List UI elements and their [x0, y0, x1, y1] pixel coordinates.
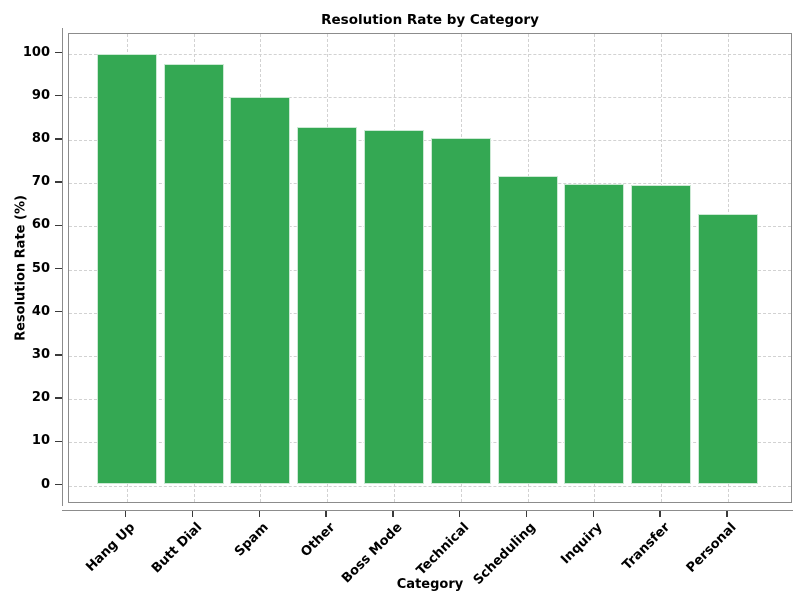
x-tick-label-other: Other: [298, 520, 339, 561]
x-tick-label-personal: Personal: [683, 520, 740, 576]
x-tick-label-transfer: Transfer: [619, 520, 673, 574]
y-axis-line: [62, 28, 63, 506]
y-tick-10: [55, 440, 62, 442]
x-axis-line: [62, 510, 793, 511]
y-tick-label-20: 20: [31, 390, 50, 406]
y-tick-label-60: 60: [31, 217, 50, 233]
bar-butt-dial: [163, 63, 224, 484]
gridline-horizontal-50: [69, 269, 791, 271]
bar-technical: [430, 137, 491, 484]
x-tick-transfer: [659, 511, 661, 517]
y-tick-label-90: 90: [31, 87, 50, 103]
y-tick-label-70: 70: [31, 174, 50, 190]
chart-title: Resolution Rate by Category: [321, 12, 539, 28]
gridline-horizontal-60: [69, 226, 791, 228]
x-tick-label-butt-dial: Butt Dial: [148, 520, 206, 577]
gridline-horizontal-10: [69, 442, 791, 444]
y-tick-label-0: 0: [40, 476, 50, 492]
x-tick-butt-dial: [191, 511, 194, 517]
y-tick-label-40: 40: [31, 303, 50, 319]
x-tick-label-spam: Spam: [232, 520, 272, 560]
y-tick-20: [55, 397, 62, 399]
x-tick-other: [325, 511, 327, 517]
gridline-horizontal-30: [69, 355, 791, 357]
x-tick-label-inquiry: Inquiry: [558, 520, 606, 568]
gridline-horizontal-20: [69, 399, 791, 401]
y-tick-label-50: 50: [31, 260, 50, 276]
gridline-horizontal-0: [69, 485, 791, 487]
gridline-horizontal-70: [69, 183, 791, 185]
y-tick-40: [55, 311, 62, 313]
x-tick-scheduling: [525, 511, 528, 517]
y-tick-30: [55, 354, 62, 356]
x-tick-personal: [726, 511, 728, 517]
x-axis-label: Category: [396, 577, 464, 592]
x-tick-inquiry: [592, 511, 594, 517]
x-tick-spam: [258, 511, 260, 517]
y-tick-70: [55, 181, 62, 183]
y-tick-label-80: 80: [31, 130, 50, 146]
x-tick-hang-up: [125, 511, 127, 517]
y-tick-label-10: 10: [31, 433, 50, 449]
y-tick-80: [55, 138, 62, 140]
plot-area: [68, 33, 792, 503]
x-tick-label-technical: Technical: [413, 520, 473, 579]
y-tick-label-30: 30: [31, 346, 50, 362]
gridline-horizontal-40: [69, 312, 791, 314]
bar-other: [297, 127, 358, 484]
bar-hang-up: [96, 53, 157, 484]
bar-personal: [697, 214, 758, 484]
bar-boss-mode: [363, 130, 424, 484]
bar-transfer: [631, 185, 692, 484]
y-tick-90: [55, 95, 62, 97]
y-tick-0: [55, 483, 62, 486]
bar-inquiry: [564, 183, 625, 484]
gridline-horizontal-90: [69, 96, 791, 98]
y-tick-60: [55, 224, 62, 226]
x-tick-technical: [459, 511, 461, 517]
x-tick-boss-mode: [392, 511, 394, 517]
x-tick-label-hang-up: Hang Up: [83, 520, 139, 575]
gridline-horizontal-80: [69, 139, 791, 141]
bar-scheduling: [497, 176, 558, 484]
y-tick-100: [55, 51, 62, 54]
y-tick-50: [55, 267, 62, 270]
bar-spam: [230, 97, 291, 484]
y-tick-label-100: 100: [22, 44, 50, 60]
gridline-horizontal-100: [69, 53, 791, 55]
